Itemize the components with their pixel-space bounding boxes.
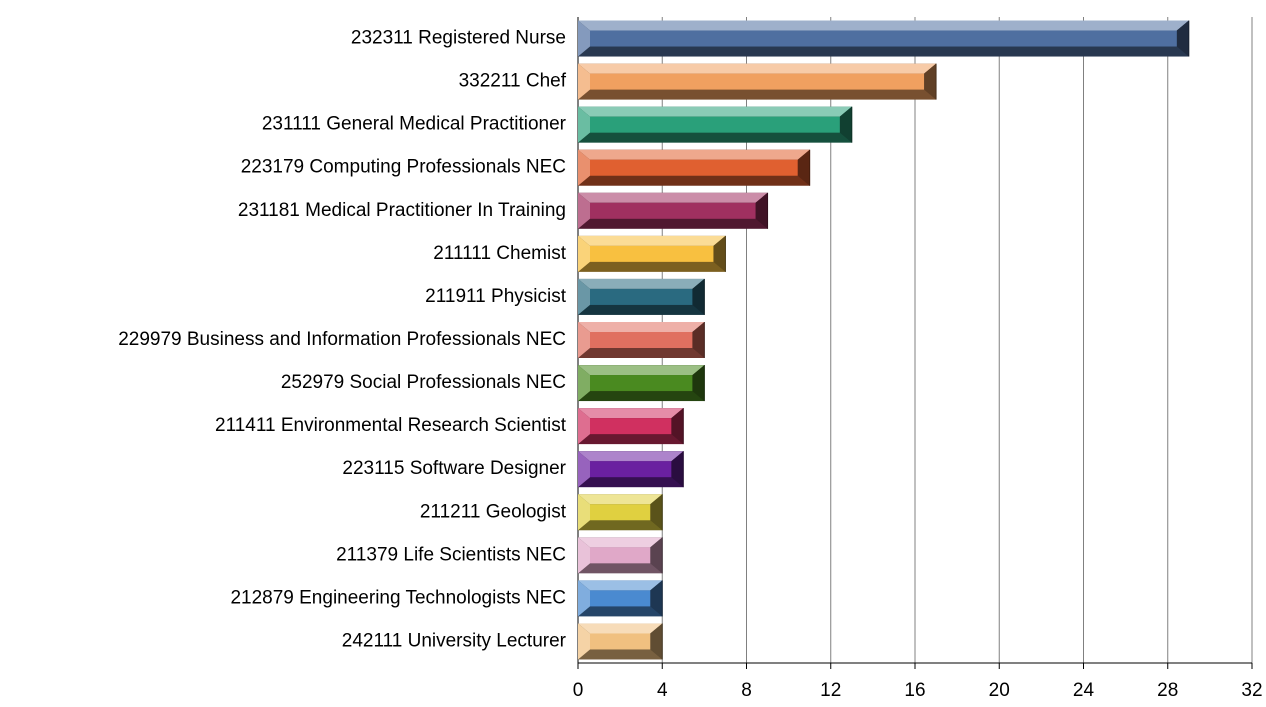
y-tick-label: 242111 University Lecturer <box>342 630 567 651</box>
x-tick-label: 32 <box>1241 680 1262 701</box>
y-tick-label: 223115 Software Designer <box>342 458 566 479</box>
x-tick-label: 4 <box>657 680 668 701</box>
bar-face <box>590 73 925 90</box>
bar-bevel-right <box>650 494 663 531</box>
bar-bevel-right <box>650 580 663 617</box>
y-tick-label: 232311 Registered Nurse <box>351 28 566 49</box>
bar-bevel-top <box>578 106 852 117</box>
bar-bevel-right <box>797 149 810 186</box>
bar-face <box>590 375 693 392</box>
y-tick-label: 211111 Chemist <box>433 243 566 264</box>
bar-bevel-left <box>578 408 590 445</box>
bar-bevel-right <box>671 408 684 445</box>
bar-face <box>590 116 840 133</box>
bar-bevel-top <box>578 580 663 591</box>
bar-face <box>590 590 651 607</box>
bar-face <box>590 461 672 478</box>
bar-face <box>590 245 714 262</box>
y-tick-label: 211911 Physicist <box>425 286 567 307</box>
bar-bevel-top <box>578 20 1189 31</box>
bar-bevel-left <box>578 365 590 402</box>
y-tick-label: 332211 Chef <box>459 71 567 92</box>
bar-bevel-left <box>578 20 590 57</box>
bar-face <box>590 418 672 435</box>
y-tick-label: 211211 Geologist <box>420 501 567 522</box>
x-tick-label: 24 <box>1073 680 1095 701</box>
bar-face <box>590 633 651 650</box>
bar-bevel-top <box>578 322 705 332</box>
bar-bevel-left <box>578 149 590 186</box>
bar-bevel-top <box>578 494 663 505</box>
y-tick-label: 252979 Social Professionals NEC <box>281 372 566 393</box>
bar-bevel-right <box>692 278 705 315</box>
y-tick-label: 231181 Medical Practitioner In Training <box>238 200 566 221</box>
bar-bevel-left <box>578 235 590 272</box>
bar-bevel-top <box>578 149 810 160</box>
y-tick-label: 211411 Environmental Research Scientist <box>215 415 567 436</box>
bar-bevel-top <box>578 451 684 462</box>
bar-bevel-top <box>578 63 937 74</box>
bar-bevel-right <box>692 322 705 358</box>
bar-bevel-right <box>713 235 726 272</box>
bar-bevel-top <box>578 623 663 634</box>
bar-face <box>590 547 651 564</box>
x-tick-label: 28 <box>1157 680 1178 701</box>
bar-bevel-right <box>650 623 663 660</box>
bar-bevel-top <box>578 278 705 289</box>
y-tick-label: 223179 Computing Professionals NEC <box>241 157 566 178</box>
bar-bevel-left <box>578 322 590 358</box>
y-tick-label: 231111 General Medical Practitioner <box>262 114 567 135</box>
bar-bevel-right <box>650 537 663 574</box>
bar-bevel-left <box>578 278 590 315</box>
bar-face <box>590 159 798 176</box>
bar-bevel-left <box>578 106 590 143</box>
x-tick-label: 20 <box>989 680 1010 701</box>
bar-bevel-top <box>578 408 684 419</box>
bar-bevel-left <box>578 63 590 100</box>
bar-bevel-top <box>578 365 705 376</box>
y-tick-label: 229979 Business and Information Professi… <box>118 329 566 350</box>
x-tick-label: 8 <box>741 680 752 701</box>
bar-bevel-right <box>671 451 684 488</box>
x-tick-label: 12 <box>820 680 841 701</box>
bar-bevel-right <box>924 63 937 100</box>
x-tick-label: 16 <box>904 680 925 701</box>
bar-bevel-top <box>578 235 726 246</box>
bar-bevel-top <box>578 192 768 203</box>
bar-face <box>590 504 651 521</box>
bar-bevel-right <box>839 106 852 143</box>
bar-bevel-left <box>578 623 590 660</box>
bar-bevel-right <box>692 365 705 402</box>
bar-bevel-left <box>578 580 590 617</box>
bar-face <box>590 288 693 305</box>
bar-face <box>590 30 1177 47</box>
y-tick-label: 211379 Life Scientists NEC <box>336 544 566 565</box>
x-tick-label: 0 <box>573 680 584 701</box>
bar-bevel-left <box>578 494 590 531</box>
bar-bevel-left <box>578 451 590 488</box>
y-tick-label: 212879 Engineering Technologists NEC <box>230 587 566 608</box>
bar-face <box>590 202 756 219</box>
bar-bevel-top <box>578 537 663 548</box>
bar-bevel-left <box>578 192 590 229</box>
bar-bevel-right <box>1176 20 1189 57</box>
bar-face <box>590 332 693 348</box>
bar-bevel-right <box>755 192 768 229</box>
bar-bevel-left <box>578 537 590 574</box>
